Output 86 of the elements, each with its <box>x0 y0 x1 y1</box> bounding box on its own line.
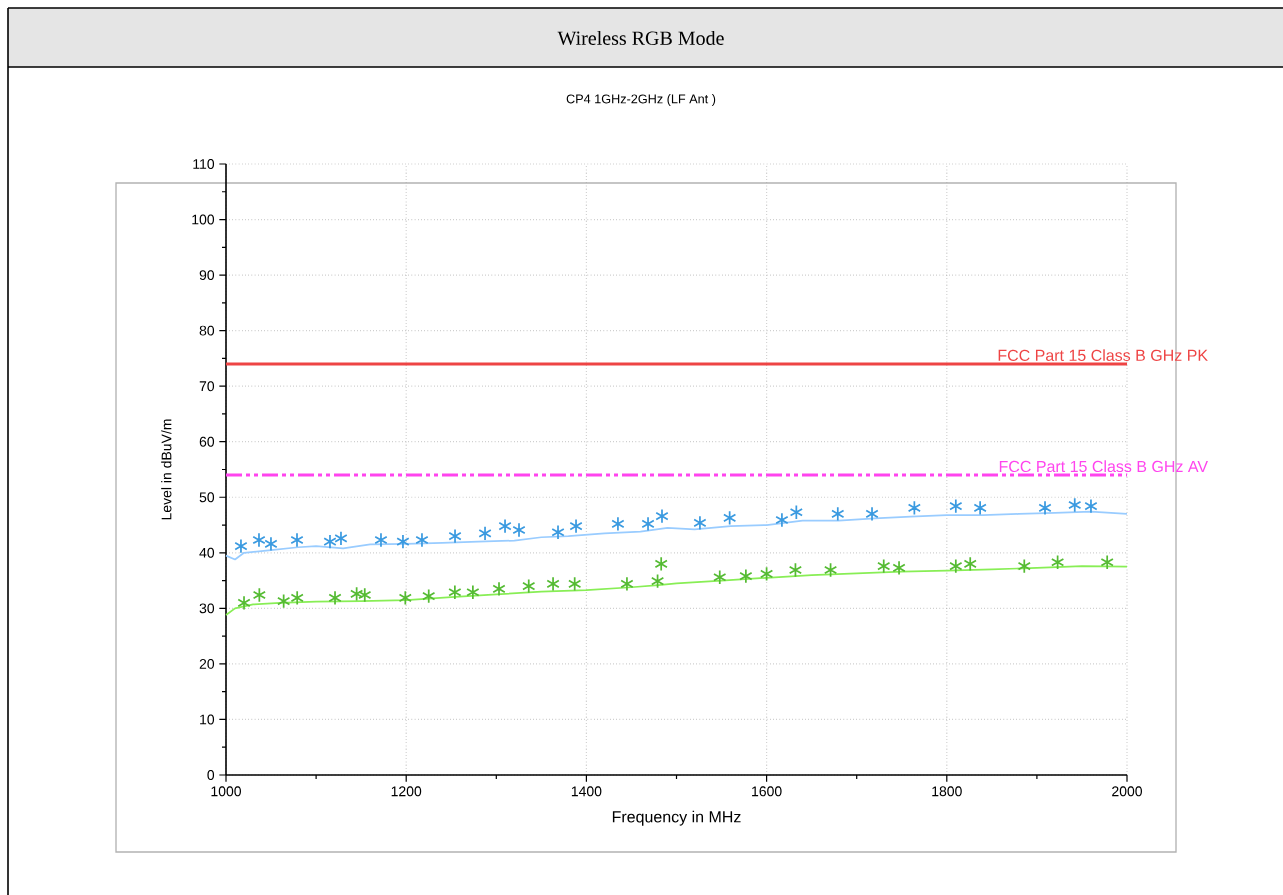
point <box>723 510 737 526</box>
point <box>290 590 304 606</box>
point <box>478 525 492 541</box>
y-tick-label: 30 <box>199 603 215 614</box>
point <box>641 516 655 532</box>
point <box>739 568 753 584</box>
point <box>1050 554 1065 570</box>
y-tick-label: 0 <box>207 770 215 780</box>
y-axis-title: Level in dBuV/m <box>161 419 172 520</box>
y-tick-label: 100 <box>192 214 215 225</box>
point <box>963 556 977 572</box>
point <box>498 518 512 534</box>
point <box>328 590 342 606</box>
point <box>568 576 582 592</box>
ref-line-label: FCC Part 15 Class B GHz PK <box>998 349 1208 362</box>
point <box>234 538 248 554</box>
point <box>907 500 922 516</box>
y-tick-label: 110 <box>193 159 215 169</box>
chart-title: Wireless RGB Mode <box>557 30 724 46</box>
point <box>237 595 251 611</box>
point <box>350 586 364 602</box>
x-tick-label: 2000 <box>1112 786 1143 797</box>
x-tick-label: 1400 <box>571 786 602 797</box>
point <box>396 534 410 550</box>
point <box>655 508 669 524</box>
point <box>264 536 278 552</box>
point <box>1084 498 1098 514</box>
point <box>277 593 291 609</box>
x-tick-label: 1000 <box>211 786 242 797</box>
point <box>654 556 668 572</box>
point <box>448 584 462 600</box>
point <box>865 506 879 522</box>
point <box>512 522 526 538</box>
point <box>877 558 891 574</box>
x-tick-label: 1200 <box>391 786 422 797</box>
line-series <box>225 510 1128 561</box>
point <box>892 560 906 576</box>
point <box>693 515 707 531</box>
point <box>1100 554 1114 570</box>
x-tick-label: 1600 <box>752 786 782 797</box>
point <box>650 573 665 589</box>
point <box>949 558 963 574</box>
point <box>334 530 348 546</box>
point <box>1017 558 1031 574</box>
y-tick-label: 60 <box>199 436 215 447</box>
point <box>492 581 506 597</box>
point <box>788 562 803 578</box>
point <box>466 584 480 600</box>
point <box>374 532 388 548</box>
x-axis-title: Frequency in MHz <box>612 810 741 826</box>
point <box>448 528 462 544</box>
y-tick-label: 40 <box>199 547 215 558</box>
y-tick-label: 70 <box>199 381 215 392</box>
point <box>949 498 963 514</box>
point <box>823 562 838 578</box>
point <box>415 532 429 548</box>
x-tick-label: 1800 <box>932 786 962 797</box>
ref-line-label: FCC Part 15 Class B GHz AV <box>999 460 1208 473</box>
point <box>775 512 789 528</box>
y-tick-label: 80 <box>199 325 215 336</box>
point <box>422 588 436 604</box>
point <box>546 576 560 592</box>
point <box>569 518 583 534</box>
line-series <box>225 565 1128 616</box>
point <box>1068 497 1082 513</box>
chart-subtitle: CP4 1GHz-2GHz (LF Ant ) <box>566 94 716 106</box>
point <box>611 516 625 532</box>
y-tick-label: 90 <box>199 270 215 281</box>
point <box>789 504 803 520</box>
y-tick-label: 50 <box>199 492 215 503</box>
y-tick-label: 20 <box>199 658 215 669</box>
point <box>290 532 304 548</box>
point <box>358 587 372 603</box>
point <box>551 524 565 540</box>
point <box>1038 500 1052 516</box>
point <box>620 576 634 592</box>
y-tick-label: 10 <box>200 714 215 725</box>
point <box>522 578 536 594</box>
point <box>323 534 337 550</box>
point <box>759 566 774 582</box>
point <box>831 506 845 522</box>
point <box>973 500 987 516</box>
point <box>252 587 266 603</box>
point <box>252 532 266 548</box>
point <box>398 590 412 606</box>
point <box>713 569 727 585</box>
